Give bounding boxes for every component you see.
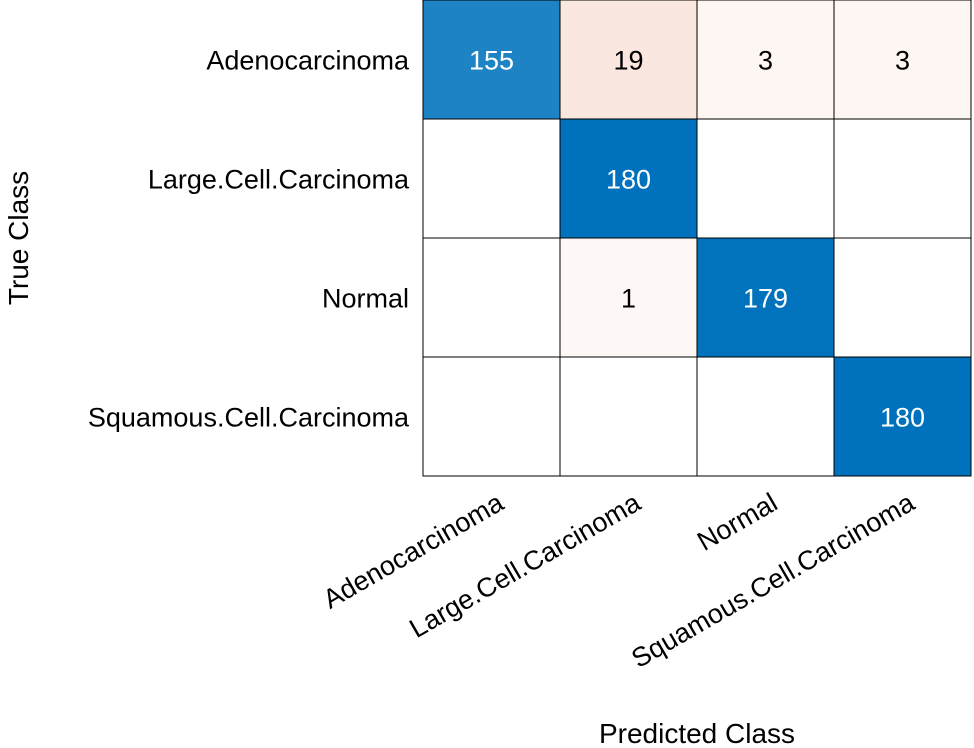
matrix-cell-r0-c3 — [833, 0, 972, 120]
x-tick-normal: Normal — [692, 487, 782, 556]
matrix-cell-r2-c0 — [422, 237, 561, 358]
x-axis-label: Predicted Class — [599, 718, 795, 748]
matrix-cell-r2-c1 — [559, 237, 698, 358]
cell-value-r2-c1: 1 — [621, 284, 636, 314]
cell-value-r1-c1: 180 — [606, 165, 651, 195]
matrix-cell-r2-c2 — [696, 237, 835, 358]
cell-value-r0-c1: 19 — [613, 46, 643, 76]
matrix-cells — [422, 0, 972, 477]
matrix-cell-r1-c2 — [696, 118, 835, 239]
matrix-cell-r3-c0 — [422, 356, 561, 477]
cell-value-r2-c2: 179 — [743, 284, 788, 314]
matrix-cell-r3-c2 — [696, 356, 835, 477]
y-axis-tick-labels: Adenocarcinoma Large.Cell.Carcinoma Normal… — [88, 46, 410, 433]
matrix-cell-r1-c3 — [833, 118, 972, 239]
matrix-cell-r3-c1 — [559, 356, 698, 477]
cell-value-r0-c0: 155 — [469, 46, 514, 76]
y-tick-normal: Normal — [322, 284, 409, 314]
x-tick-large-cell-carcinoma: Large.Cell.Carcinoma — [404, 487, 646, 644]
matrix-cell-r2-c3 — [833, 237, 972, 358]
y-tick-large-cell-carcinoma: Large.Cell.Carcinoma — [148, 165, 410, 195]
matrix-cell-r0-c0 — [422, 0, 561, 120]
matrix-cell-labels: 155 19 3 3 180 1 179 180 — [469, 46, 925, 433]
y-axis-label: True Class — [3, 171, 34, 305]
cell-value-r0-c3: 3 — [895, 46, 910, 76]
matrix-cell-r3-c3 — [833, 356, 972, 477]
cell-value-r0-c2: 3 — [758, 46, 773, 76]
cell-value-r3-c3: 180 — [880, 403, 925, 433]
matrix-cell-r0-c1 — [559, 0, 698, 120]
matrix-cell-r0-c2 — [696, 0, 835, 120]
matrix-cell-r1-c0 — [422, 118, 561, 239]
y-tick-adenocarcinoma: Adenocarcinoma — [206, 46, 410, 76]
y-tick-squamous-cell-carcinoma: Squamous.Cell.Carcinoma — [88, 403, 410, 433]
